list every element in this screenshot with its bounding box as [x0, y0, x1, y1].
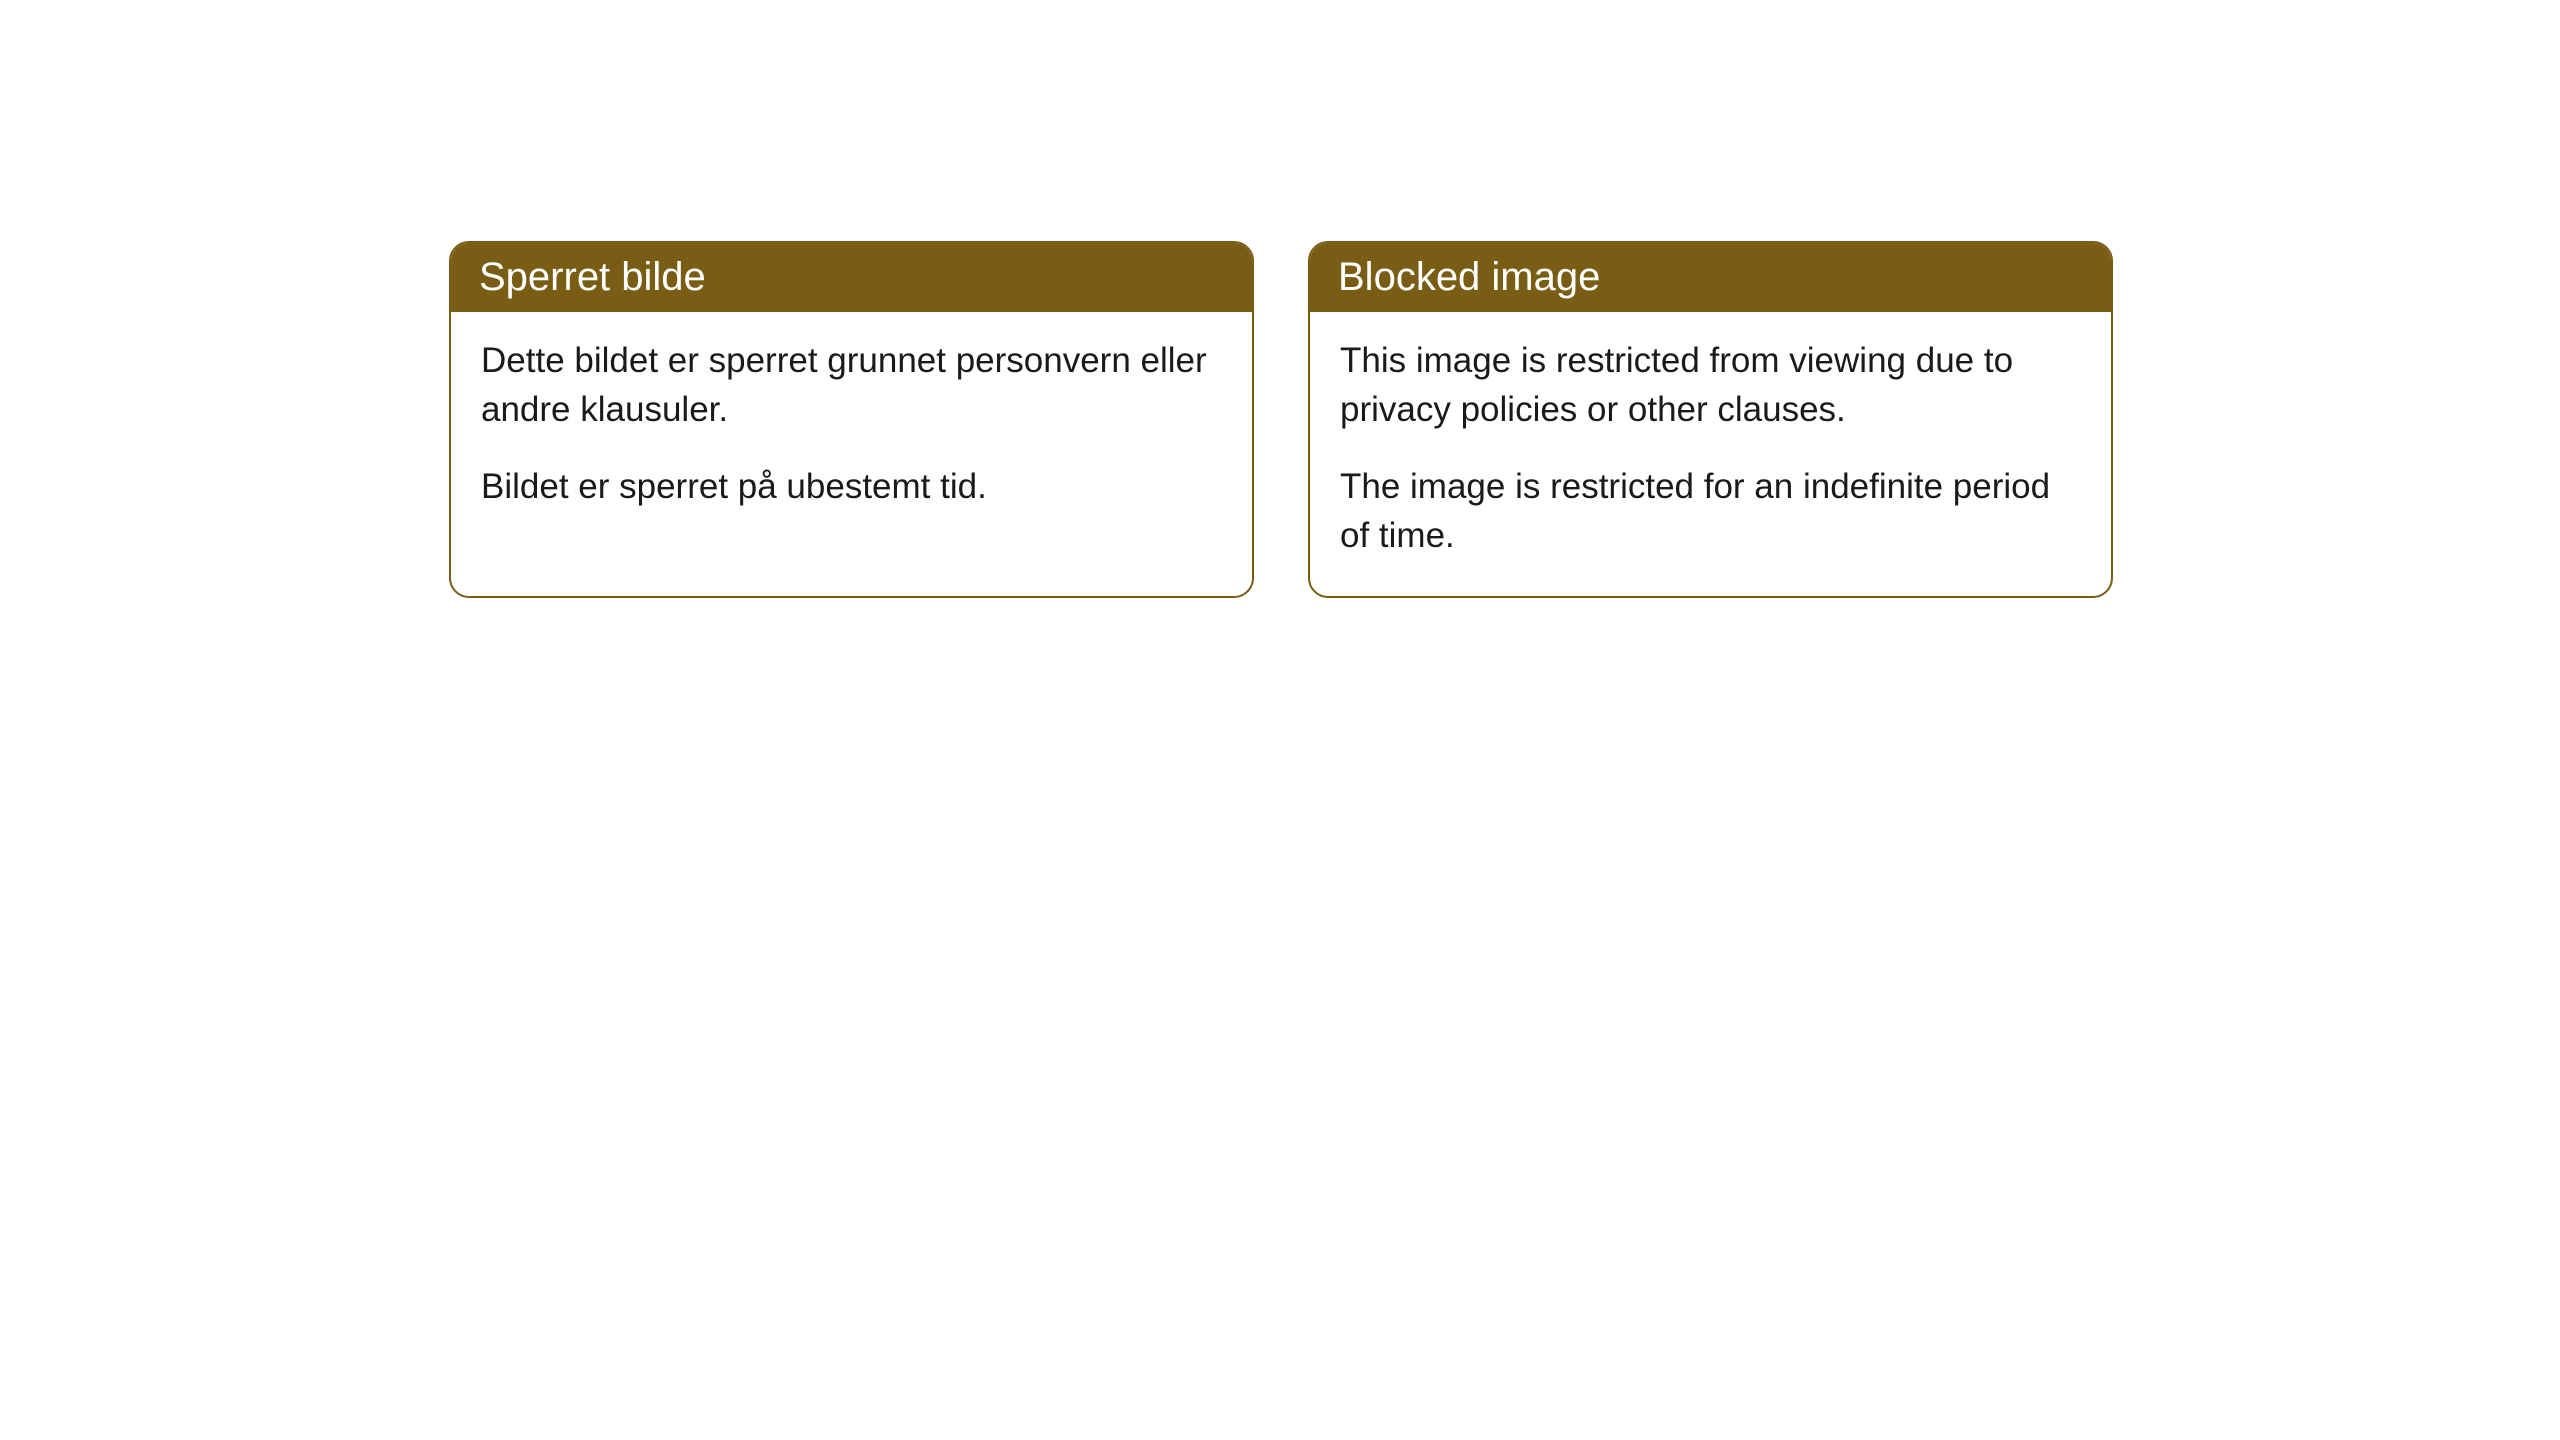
- card-paragraph: This image is restricted from viewing du…: [1340, 336, 2081, 434]
- card-paragraph: Dette bildet er sperret grunnet personve…: [481, 336, 1222, 434]
- card-paragraph: The image is restricted for an indefinit…: [1340, 462, 2081, 560]
- card-title: Sperret bilde: [479, 255, 706, 299]
- notice-card-english: Blocked image This image is restricted f…: [1308, 241, 2113, 598]
- card-body: Dette bildet er sperret grunnet personve…: [451, 312, 1252, 547]
- card-header: Sperret bilde: [451, 243, 1252, 312]
- card-header: Blocked image: [1310, 243, 2111, 312]
- notice-card-norwegian: Sperret bilde Dette bildet er sperret gr…: [449, 241, 1254, 598]
- notice-cards-container: Sperret bilde Dette bildet er sperret gr…: [449, 241, 2113, 598]
- card-title: Blocked image: [1338, 255, 1600, 299]
- card-body: This image is restricted from viewing du…: [1310, 312, 2111, 596]
- card-paragraph: Bildet er sperret på ubestemt tid.: [481, 462, 1222, 511]
